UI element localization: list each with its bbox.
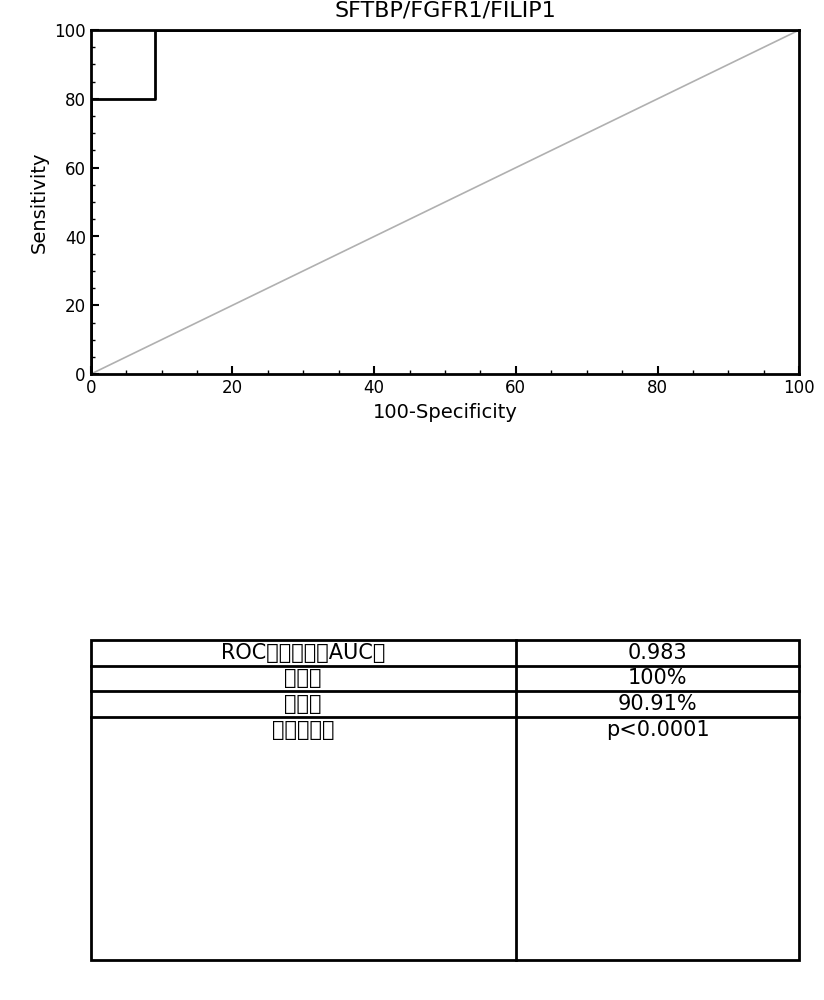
Text: p<0.0001: p<0.0001 (606, 720, 709, 740)
Text: 特异性: 特异性 (284, 694, 322, 714)
Y-axis label: Sensitivity: Sensitivity (30, 151, 49, 253)
Text: 显著性差异: 显著性差异 (272, 720, 335, 740)
Text: 灵敏度: 灵敏度 (284, 668, 322, 688)
Text: 100%: 100% (628, 668, 687, 688)
Text: 90.91%: 90.91% (618, 694, 697, 714)
Title: SFTBP/FGFR1/FILIP1: SFTBP/FGFR1/FILIP1 (334, 0, 556, 20)
Text: 0.983: 0.983 (628, 643, 687, 663)
X-axis label: 100-Specificity: 100-Specificity (372, 403, 517, 422)
Text: ROC线下面积（AUC）: ROC线下面积（AUC） (221, 643, 386, 663)
